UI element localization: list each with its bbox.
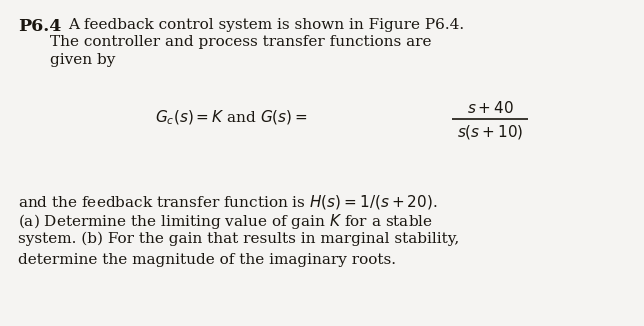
Text: The controller and process transfer functions are: The controller and process transfer func… [50,35,431,49]
Text: (a) Determine the limiting value of gain $K$ for a stable: (a) Determine the limiting value of gain… [18,212,433,231]
Text: $G_c(s) = K$ and $G(s) = $: $G_c(s) = K$ and $G(s) = $ [155,109,308,127]
Text: P6.4: P6.4 [18,18,61,35]
Text: and the feedback transfer function is $H(s) = 1/(s + 20)$.: and the feedback transfer function is $H… [18,193,438,211]
Text: $s + 40$: $s + 40$ [466,100,513,116]
Text: $s(s + 10)$: $s(s + 10)$ [457,123,524,141]
Text: system. (b) For the gain that results in marginal stability,: system. (b) For the gain that results in… [18,232,459,246]
Text: A feedback control system is shown in Figure P6.4.: A feedback control system is shown in Fi… [68,18,464,32]
Text: determine the magnitude of the imaginary roots.: determine the magnitude of the imaginary… [18,253,396,267]
Text: given by: given by [50,53,115,67]
